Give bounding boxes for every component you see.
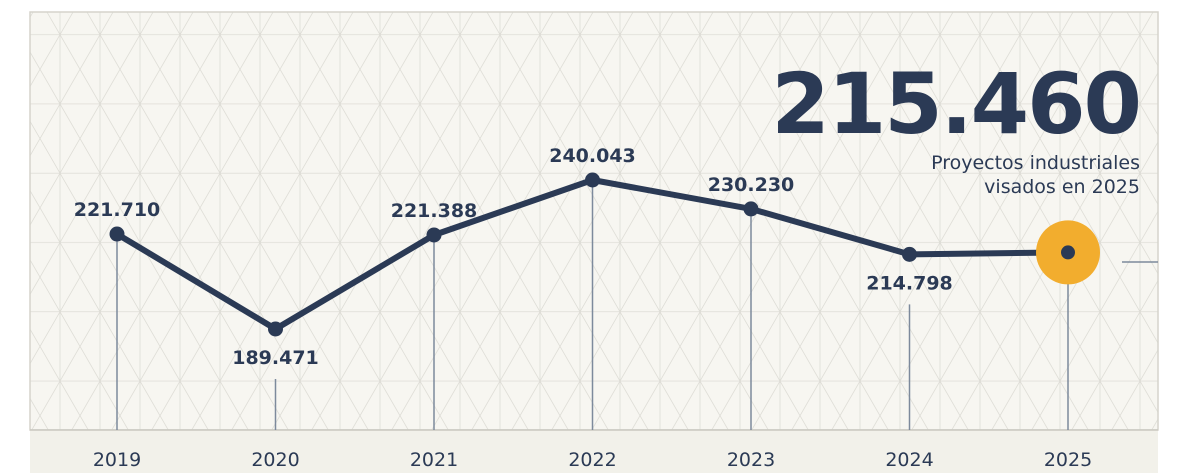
data-point-2024: [902, 246, 917, 262]
headline-caption-line1: Proyectos industriales: [931, 152, 1140, 174]
headline-value: 215.460: [771, 55, 1140, 153]
axis-band: [30, 430, 1158, 473]
data-label-2019: 221.710: [74, 199, 161, 221]
x-tick-label-2019: 2019: [93, 449, 141, 471]
x-tick-label-2024: 2024: [885, 449, 933, 471]
x-tick-label-2022: 2022: [568, 449, 616, 471]
grid-pattern: [30, 12, 1158, 430]
x-tick-label-2021: 2021: [410, 449, 458, 471]
data-point-2019: [109, 226, 125, 242]
data-point-2020: [268, 321, 283, 337]
x-tick-label-2025: 2025: [1044, 449, 1092, 471]
x-tick-label-2020: 2020: [251, 449, 299, 471]
data-point-2021: [426, 227, 442, 243]
headline-caption-line2: visados en 2025: [984, 176, 1140, 198]
data-label-2020: 189.471: [232, 347, 319, 369]
highlight-marker-dot-2025: [1061, 245, 1075, 260]
data-label-2024: 214.798: [866, 272, 953, 294]
x-tick-label-2023: 2023: [727, 449, 775, 471]
data-label-2022: 240.043: [549, 145, 636, 167]
data-point-2023: [743, 201, 759, 217]
data-label-2023: 230.230: [708, 174, 795, 196]
data-point-2022: [585, 172, 600, 188]
data-label-2021: 221.388: [391, 200, 478, 222]
